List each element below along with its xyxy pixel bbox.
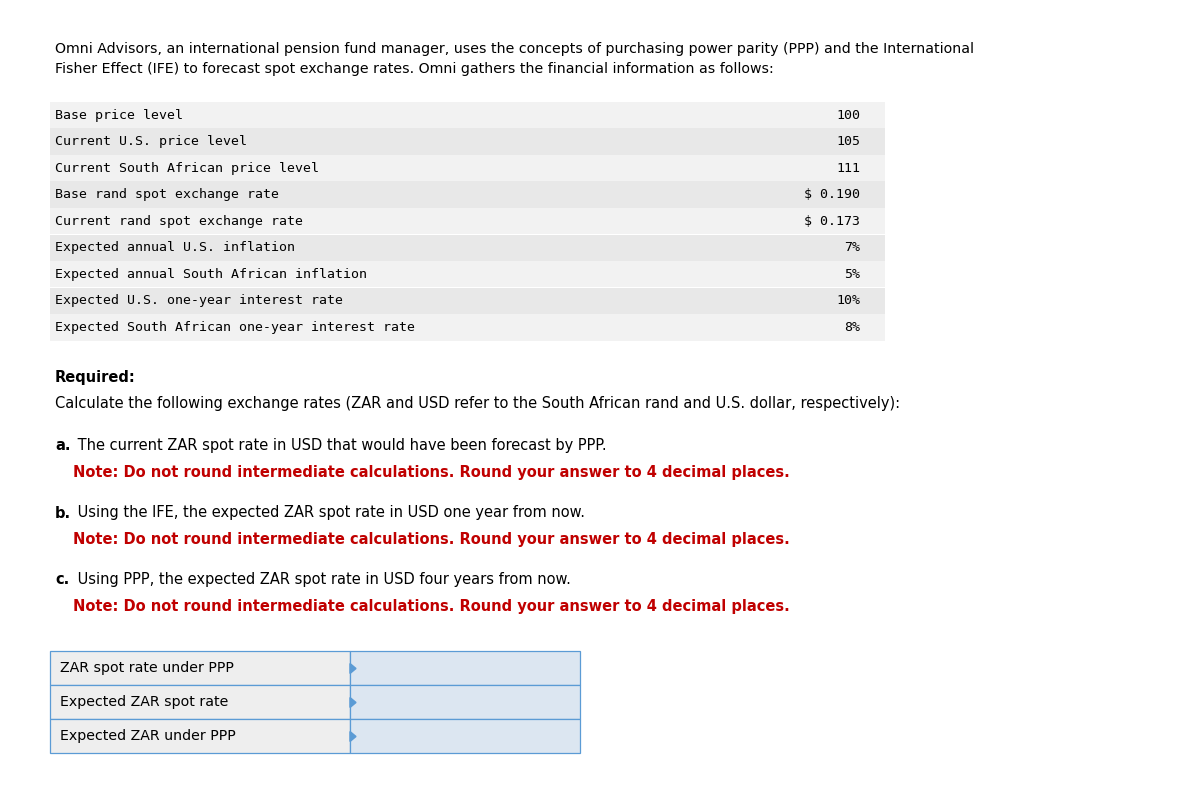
Text: 5%: 5% (844, 268, 860, 281)
Text: Calculate the following exchange rates (ZAR and USD refer to the South African r: Calculate the following exchange rates (… (55, 397, 900, 412)
Bar (50, 235, 886, 261)
Text: 10%: 10% (836, 294, 860, 307)
Bar (50, 685, 350, 720)
Text: Current U.S. price level: Current U.S. price level (55, 135, 247, 148)
Text: Using PPP, the expected ZAR spot rate in USD four years from now.: Using PPP, the expected ZAR spot rate in… (73, 572, 571, 587)
Text: ZAR spot rate under PPP: ZAR spot rate under PPP (60, 662, 234, 675)
Text: Note: Do not round intermediate calculations. Round your answer to 4 decimal pla: Note: Do not round intermediate calculat… (73, 532, 790, 547)
Bar (50, 720, 350, 753)
Bar (50, 287, 886, 314)
Text: Expected annual U.S. inflation: Expected annual U.S. inflation (55, 241, 295, 255)
Text: Using the IFE, the expected ZAR spot rate in USD one year from now.: Using the IFE, the expected ZAR spot rat… (73, 505, 586, 520)
Text: Current South African price level: Current South African price level (55, 162, 319, 175)
Text: c.: c. (55, 572, 70, 587)
Text: $ 0.173: $ 0.173 (804, 215, 860, 227)
Text: b.: b. (55, 505, 71, 520)
Text: 8%: 8% (844, 321, 860, 334)
Bar (50, 155, 886, 181)
Text: 111: 111 (836, 162, 860, 175)
Text: Note: Do not round intermediate calculations. Round your answer to 4 decimal pla: Note: Do not round intermediate calculat… (73, 599, 790, 614)
Text: Note: Do not round intermediate calculations. Round your answer to 4 decimal pla: Note: Do not round intermediate calculat… (73, 465, 790, 480)
Text: Expected U.S. one-year interest rate: Expected U.S. one-year interest rate (55, 294, 343, 307)
Text: Expected ZAR under PPP: Expected ZAR under PPP (60, 729, 235, 744)
Text: 105: 105 (836, 135, 860, 148)
Bar (50, 102, 886, 128)
Polygon shape (350, 697, 356, 708)
Text: a.: a. (55, 438, 71, 453)
Text: 7%: 7% (844, 241, 860, 255)
Text: Expected South African one-year interest rate: Expected South African one-year interest… (55, 321, 415, 334)
Bar (350, 685, 580, 720)
Text: Base price level: Base price level (55, 109, 182, 122)
Polygon shape (350, 663, 356, 674)
Text: 100: 100 (836, 109, 860, 122)
Bar (50, 181, 886, 208)
Bar (350, 720, 580, 753)
Bar (50, 128, 886, 155)
Bar (50, 314, 886, 341)
Text: Required:: Required: (55, 370, 136, 385)
Text: The current ZAR spot rate in USD that would have been forecast by PPP.: The current ZAR spot rate in USD that wo… (73, 438, 607, 453)
Bar (50, 651, 350, 685)
Bar (50, 208, 886, 235)
Text: Base rand spot exchange rate: Base rand spot exchange rate (55, 188, 278, 201)
Text: $ 0.190: $ 0.190 (804, 188, 860, 201)
Text: Expected annual South African inflation: Expected annual South African inflation (55, 268, 367, 281)
Bar (350, 651, 580, 685)
Text: Expected ZAR spot rate: Expected ZAR spot rate (60, 696, 228, 709)
Text: Current rand spot exchange rate: Current rand spot exchange rate (55, 215, 302, 227)
Polygon shape (350, 732, 356, 741)
Text: Omni Advisors, an international pension fund manager, uses the concepts of purch: Omni Advisors, an international pension … (55, 42, 974, 56)
Bar (50, 261, 886, 287)
Text: Fisher Effect (IFE) to forecast spot exchange rates. Omni gathers the financial : Fisher Effect (IFE) to forecast spot exc… (55, 62, 774, 76)
